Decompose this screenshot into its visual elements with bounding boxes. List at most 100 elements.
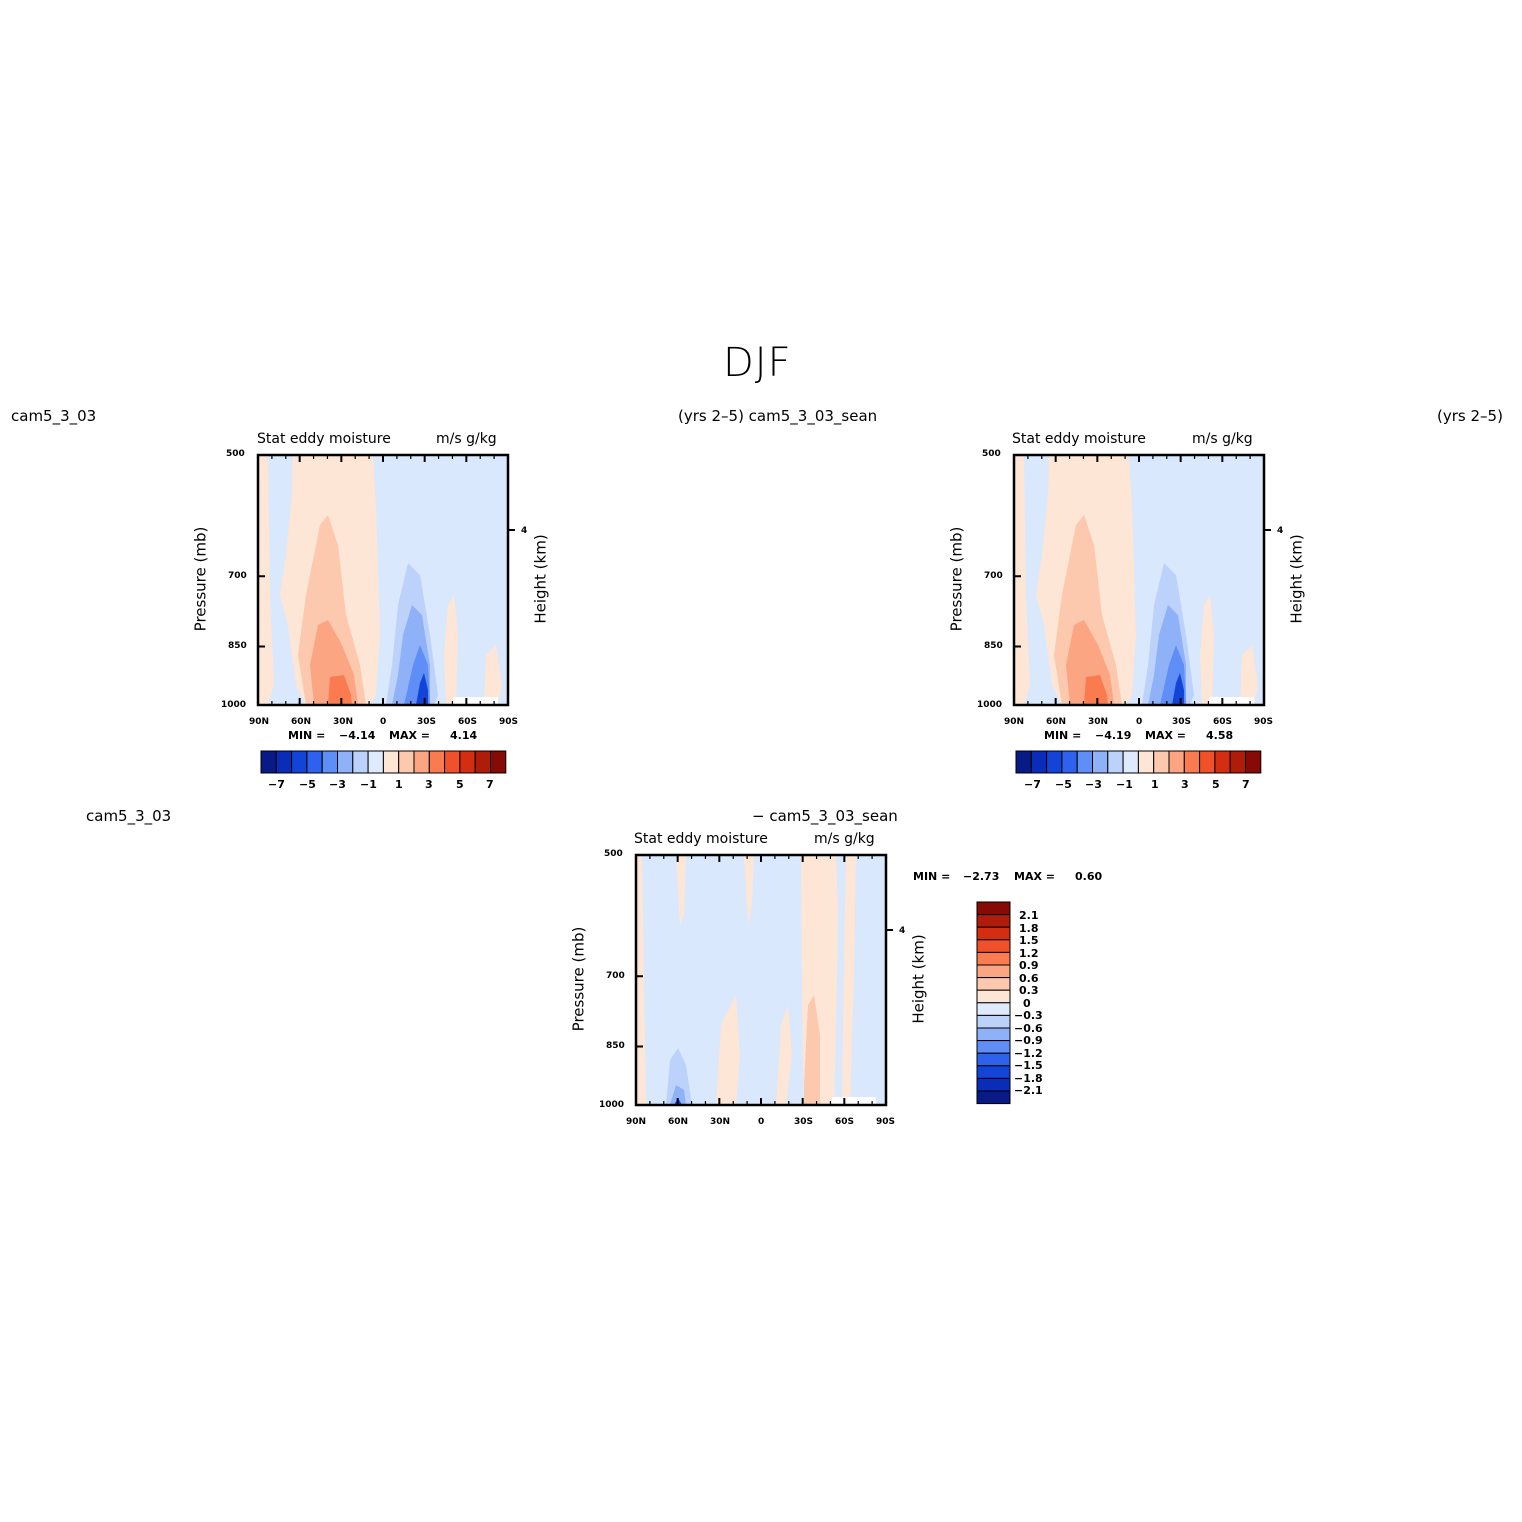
panel3-colorbar-box-7: [976, 989, 1011, 1004]
panel2-colorbar-box-7: [1122, 750, 1139, 774]
panel2-colorbar-box-8: [1137, 750, 1155, 774]
panel1-colorbar-box-9: [398, 750, 415, 774]
panel2-colorbar-box-9: [1153, 750, 1170, 774]
panel3-xtick-60S: 60S: [835, 1117, 855, 1127]
panel3-missing-data: [832, 1097, 876, 1105]
panel1-missing-data: [453, 697, 498, 705]
panel1-colorbar-box-7: [367, 750, 384, 774]
panel3-colorbar-box-11: [976, 1040, 1011, 1054]
panel1-xtick-90N: 90N: [249, 717, 270, 727]
panel1-xtick-90S: 90S: [499, 717, 519, 727]
panel2-min-value: −4.19: [1095, 729, 1132, 742]
panel2-ytick-850: 850: [984, 641, 1003, 651]
panel1-max-label: MAX =: [389, 729, 430, 742]
panel2-colorbar-box-13: [1214, 750, 1231, 774]
panel2-ytick-700: 700: [984, 571, 1003, 581]
panel3-cb-7: 0: [1023, 997, 1031, 1010]
panel3-left-label: cam5_3_03: [86, 807, 172, 825]
panel3-cb-2: 1.5: [1019, 934, 1039, 947]
panel2-max-value: 4.58: [1206, 729, 1234, 742]
panel2-colorbar-box-12: [1199, 750, 1216, 774]
panel3-xtick-0: 0: [758, 1117, 765, 1127]
panel1-xtick-60N: 60N: [291, 717, 312, 727]
panel3-colorbar-box-1: [976, 914, 1011, 928]
panel2-y2tick-4: 4: [1277, 526, 1284, 536]
panel1-cb-4: 1: [395, 778, 403, 791]
panel1-colorbar-box-3: [306, 750, 323, 774]
panel2-cb-1: −5: [1055, 778, 1072, 791]
panel2-colorbar-box-5: [1092, 750, 1109, 774]
main-title: DJF: [723, 340, 792, 386]
panel3-xtick-90N: 90N: [626, 1117, 647, 1127]
panel2-title-left: Stat eddy moisture: [1012, 431, 1146, 447]
panel1-cb-3: −1: [360, 778, 377, 791]
panel2-colorbar-box-1: [1030, 750, 1048, 774]
panel1-colorbar-box-15: [490, 750, 507, 774]
panel3-cb-5: 0.6: [1019, 972, 1039, 985]
panel1-colorbar-box-5: [337, 750, 354, 774]
panel3-ytick-700: 700: [606, 971, 625, 981]
panel1-xtick-30N: 30N: [333, 717, 354, 727]
panel3-pos-streak-2: [744, 855, 754, 925]
panel3-colorbar-box-12: [976, 1052, 1011, 1067]
panel3-cb-0: 2.1: [1019, 909, 1039, 922]
panel1-colorbar-box-14: [474, 750, 492, 774]
panel1-colorbar-box-11: [428, 750, 446, 774]
panel2-min-label: MIN =: [1044, 729, 1082, 742]
panel2-ytick-1000: 1000: [977, 700, 1003, 710]
panel3-min-value: −2.73: [963, 870, 1000, 883]
panel3-ytick-500: 500: [604, 849, 623, 859]
panel2-colorbar-box-14: [1229, 750, 1246, 774]
panel3-y2tick-4: 4: [899, 926, 906, 936]
panel1-xtick-0: 0: [380, 717, 387, 727]
panel1-min-label: MIN =: [288, 729, 326, 742]
panel3-cb-4: 0.9: [1019, 959, 1039, 972]
panel2-right-label: (yrs 2–5): [1437, 407, 1503, 425]
panel3-max-label: MAX =: [1014, 870, 1055, 883]
panel3-max-value: 0.60: [1075, 870, 1103, 883]
panel1-ytick-850: 850: [228, 641, 247, 651]
panel1-title-left: Stat eddy moisture: [257, 431, 391, 447]
panel3-neg-lobe-1: [666, 1048, 692, 1105]
panel1-neg-core: [416, 673, 428, 705]
panel3-colorbar-box-14: [976, 1077, 1011, 1092]
panel3-colorbar-box-15: [976, 1090, 1011, 1105]
panel2-ytick-500: 500: [982, 449, 1001, 459]
panel2-xtick-30N: 30N: [1088, 717, 1109, 727]
panel3-cb-6: 0.3: [1019, 984, 1039, 997]
panel3-xtick-90S: 90S: [876, 1117, 896, 1127]
panel3-colorbar-box-10: [976, 1027, 1011, 1042]
panel3-colorbar-box-2: [976, 926, 1011, 941]
panel2-colorbar-box-15: [1245, 750, 1262, 774]
panel1-colorbar-box-13: [459, 750, 476, 774]
panel2-xtick-90S: 90S: [1254, 717, 1274, 727]
panel1-colorbar-box-4: [321, 750, 339, 774]
panel1-colorbar-box-8: [382, 750, 400, 774]
panel2-xtick-90N: 90N: [1004, 717, 1025, 727]
panel2-colorbar-box-3: [1061, 750, 1078, 774]
panel1-cb-5: 3: [425, 778, 433, 791]
panel1-title-right: m/s g/kg: [436, 431, 497, 447]
panel2-max-label: MAX =: [1145, 729, 1186, 742]
panel2-colorbar-box-0: [1015, 750, 1032, 774]
panel1-ytick-700: 700: [228, 571, 247, 581]
panel3-colorbar-box-5: [976, 964, 1011, 979]
panel1-colorbar-box-2: [291, 750, 308, 774]
panel2-title-right: m/s g/kg: [1192, 431, 1253, 447]
panel1-colorbar-box-12: [444, 750, 461, 774]
panel2-pos-lobe-3: [1084, 675, 1108, 705]
panel3-pos-streak-3: [842, 855, 856, 1105]
panel1-nh-polar-pos: [258, 455, 274, 705]
panel2-xtick-60S: 60S: [1213, 717, 1233, 727]
panel2-sh-pos-patch-2: [1240, 645, 1258, 705]
panel3-cb-3: 1.2: [1019, 947, 1039, 960]
panel1-right-label: (yrs 2–5) cam5_3_03_sean: [678, 407, 878, 425]
panel3-xtick-30S: 30S: [794, 1117, 814, 1127]
panel1-cb-1: −5: [299, 778, 316, 791]
panel3-ytick-850: 850: [606, 1041, 625, 1051]
panel1-xtick-60S: 60S: [458, 717, 478, 727]
panel2-cb-0: −7: [1024, 778, 1041, 791]
panel1-cb-7: 7: [486, 778, 494, 791]
panel3-pos-lobe-mid: [716, 995, 740, 1105]
panel3-colorbar-box-0: [976, 901, 1011, 916]
